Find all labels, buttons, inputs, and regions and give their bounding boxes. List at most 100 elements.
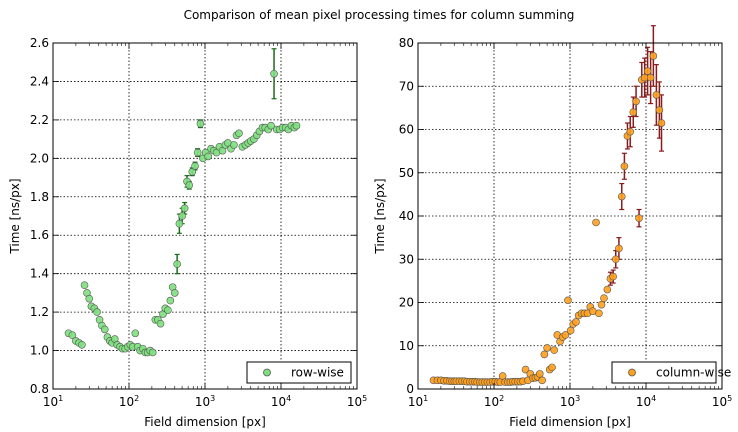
- x-tick-label: 105: [347, 394, 367, 409]
- data-point: [643, 67, 652, 75]
- data-point: [521, 365, 530, 374]
- data-point: [100, 325, 109, 334]
- data-point: [535, 370, 544, 378]
- data-point: [68, 331, 77, 339]
- data-point: [78, 340, 86, 349]
- legend-label: row-wise: [291, 366, 344, 380]
- error-bars: [174, 48, 277, 275]
- x-tick-label: 101: [43, 394, 63, 409]
- data-point: [85, 294, 94, 303]
- data-point: [646, 73, 655, 82]
- y-tick-label: 70: [399, 79, 414, 93]
- y-tick-label: 1.6: [30, 228, 49, 242]
- data-point: [193, 148, 202, 157]
- y-tick-label: 60: [399, 123, 414, 137]
- axis-ticks: 101 102 103 104 105 0 10 20 30 40 50 60 70 80: [399, 36, 732, 409]
- data-point: [620, 162, 629, 171]
- data-point: [292, 121, 301, 130]
- legend-marker: [263, 368, 271, 377]
- y-tick-label: 2.0: [30, 151, 49, 165]
- x-tick-label: 102: [484, 394, 504, 409]
- data-point: [629, 108, 638, 116]
- y-tick-label: 30: [399, 252, 414, 266]
- data-point: [564, 296, 572, 305]
- legend: row-wise: [246, 361, 352, 384]
- y-tick-label: 1.4: [30, 267, 49, 281]
- data-point: [230, 141, 238, 149]
- data-point: [538, 376, 546, 385]
- data-point: [148, 348, 157, 357]
- x-axis-label: Field dimension [px]: [509, 415, 631, 429]
- data-point: [175, 219, 184, 228]
- data-point: [185, 181, 194, 190]
- x-tick-label: 101: [408, 394, 428, 409]
- x-tick-label: 104: [636, 394, 656, 409]
- y-tick-label: 50: [399, 166, 414, 180]
- data-points: [64, 69, 301, 357]
- y-tick-label: 1.2: [30, 305, 49, 319]
- data-point: [649, 52, 658, 60]
- x-tick-label: 103: [560, 394, 580, 409]
- data-point: [166, 296, 175, 305]
- x-axis-label: Field dimension [px]: [144, 415, 266, 429]
- data-point: [615, 244, 623, 253]
- y-tick-label: 2.4: [30, 74, 49, 88]
- data-point: [204, 152, 212, 161]
- y-tick-label: 40: [399, 209, 414, 223]
- data-point: [611, 255, 620, 264]
- y-tick-label: 2.2: [30, 113, 49, 127]
- data-point: [156, 319, 165, 328]
- column-wise-panel: 101 102 103 104 105 0 10 20 30 40 50 60 70 80 Field d…: [373, 25, 732, 429]
- data-point: [267, 121, 275, 130]
- data-point: [173, 260, 181, 268]
- data-point: [566, 326, 575, 335]
- data-point: [548, 363, 556, 372]
- legend-label: column-wise: [656, 366, 731, 380]
- axis-ticks: 101 102 103 104 105 0.8 1.0 1.2 1.4 1.6 1.8 2.0 2.2 2…: [30, 36, 367, 409]
- legend-box: [611, 361, 717, 384]
- grid-lines: [418, 43, 722, 389]
- data-point: [550, 346, 559, 354]
- y-tick-label: 2.6: [30, 36, 49, 50]
- data-point: [595, 309, 603, 318]
- data-point: [655, 106, 664, 114]
- x-tick-label: 105: [712, 394, 732, 409]
- data-point: [196, 119, 205, 128]
- data-point: [635, 214, 643, 222]
- x-tick-label: 102: [119, 394, 139, 409]
- y-tick-label: 1.8: [30, 190, 49, 204]
- data-point: [652, 91, 661, 99]
- y-axis-label: Time [ns/px]: [373, 178, 387, 254]
- data-point: [164, 306, 172, 314]
- data-point: [572, 318, 580, 326]
- data-point: [603, 285, 612, 294]
- data-point: [170, 289, 179, 297]
- data-point: [80, 281, 89, 290]
- data-point: [93, 308, 101, 316]
- data-point: [191, 162, 199, 170]
- y-tick-label: 0.8: [30, 382, 49, 396]
- x-tick-label: 104: [271, 394, 291, 409]
- y-tick-label: 0: [406, 382, 414, 396]
- data-point: [180, 204, 189, 213]
- y-axis-label: Time [ns/px]: [8, 178, 22, 254]
- data-point: [561, 331, 570, 339]
- data-point: [657, 119, 666, 127]
- data-point: [543, 344, 551, 352]
- data-point: [617, 192, 626, 201]
- data-point: [626, 127, 635, 136]
- legend-marker: [628, 368, 636, 377]
- grid-lines: [53, 43, 357, 389]
- row-wise-panel: 101 102 103 104 105 0.8 1.0 1.2 1.4 1.6 1.8 2.0 2.2 2…: [8, 36, 367, 429]
- data-point: [540, 350, 549, 359]
- legend: column-wise: [611, 361, 731, 384]
- data-point: [235, 129, 243, 138]
- figure-title: Comparison of mean pixel processing time…: [184, 8, 575, 22]
- data-point: [632, 97, 640, 106]
- data-point: [131, 329, 140, 338]
- y-tick-label: 80: [399, 36, 414, 50]
- data-point: [609, 272, 617, 281]
- legend-box: [246, 361, 352, 384]
- data-point: [597, 300, 606, 309]
